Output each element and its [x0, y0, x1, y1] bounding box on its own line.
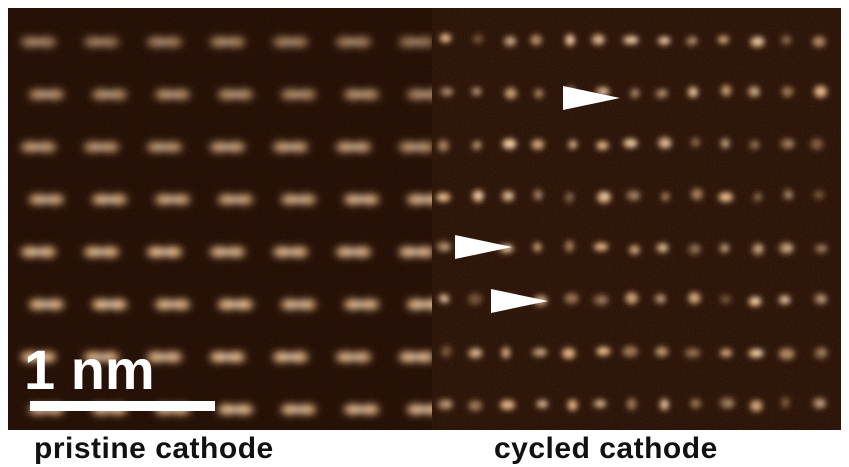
scale-bar-label: 1 nm — [24, 338, 155, 401]
cycled-cathode-caption: cycled cathode — [494, 432, 718, 465]
arrowhead-icon — [455, 235, 512, 259]
arrowhead-icon — [563, 86, 620, 110]
pristine-cathode-caption: pristine cathode — [34, 432, 274, 465]
arrowhead-icon — [491, 289, 548, 313]
cycled-cathode-image — [432, 8, 841, 430]
scale-bar — [30, 401, 215, 411]
